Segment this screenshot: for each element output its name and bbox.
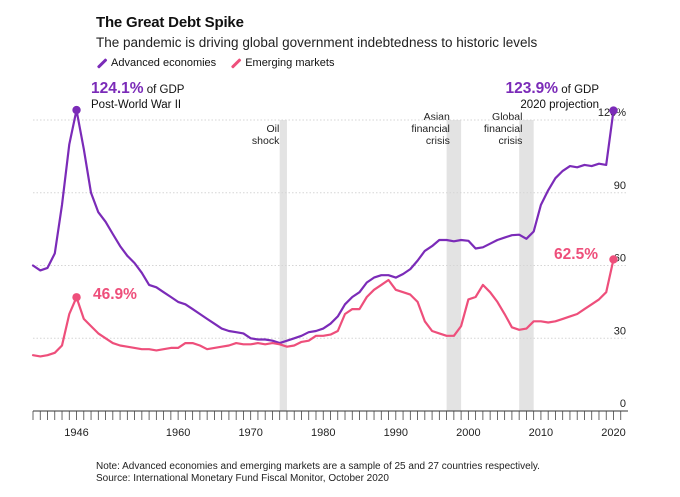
shaded-period-label: Asian [424,111,450,123]
legend-item-emerging: Emerging markets [230,57,334,69]
shaded-period-label: financial [484,123,523,135]
x-tick-label: 1970 [238,427,262,439]
y-tick-label: 0 [620,398,626,410]
emerging-2020-annotation: 62.5% [554,246,598,263]
x-tick-label: 1980 [311,427,335,439]
note-line: Note: Advanced economies and emerging ma… [96,461,540,472]
shaded-period-label: Global [492,111,522,123]
y-tick-label: 90 [614,180,626,192]
legend-label-emerging: Emerging markets [245,57,335,69]
emerging-peak-marker [72,293,81,302]
shaded-period [279,120,287,411]
emerging-peak-annotation: 46.9% [93,286,137,303]
y-tick-label: 30 [614,325,626,337]
emerging-markets-line [31,258,615,358]
legend: Advanced economies Emerging markets [96,57,334,69]
chart-title: The Great Debt Spike [96,14,244,31]
legend-label-advanced: Advanced economies [111,57,217,69]
advanced-2020-note: 2020 projection [520,99,599,111]
advanced-peak-note: Post-World War II [91,99,181,111]
chart-notes: Note: Advanced economies and emerging ma… [96,461,540,485]
emerging-2020-marker [609,255,618,264]
shaded-period-label: financial [411,123,450,135]
legend-item-advanced: Advanced economies [96,57,216,69]
x-tick-label: 1960 [166,427,190,439]
advanced-peak-marker [72,105,81,115]
advanced-2020-annotation: 123.9% of GDP [506,80,600,97]
shaded-period-label: crisis [426,135,450,147]
x-tick-label: 1990 [384,427,408,439]
x-tick-label: 1946 [64,427,88,439]
shaded-period-label: shock [252,135,280,147]
source-line: Source: International Monetary Fund Fisc… [96,473,389,484]
x-tick-label: 2000 [456,427,480,439]
advanced-economies-line [31,109,615,345]
shaded-period-label: Oil [266,123,279,135]
advanced-2020-marker [609,106,618,115]
shaded-period-label: crisis [498,135,522,147]
x-tick-label: 2020 [601,427,625,439]
advanced-peak-annotation: 124.1% of GDP [91,80,185,97]
chart-subtitle: The pandemic is driving global governmen… [96,35,538,50]
x-tick-label: 2010 [529,427,553,439]
